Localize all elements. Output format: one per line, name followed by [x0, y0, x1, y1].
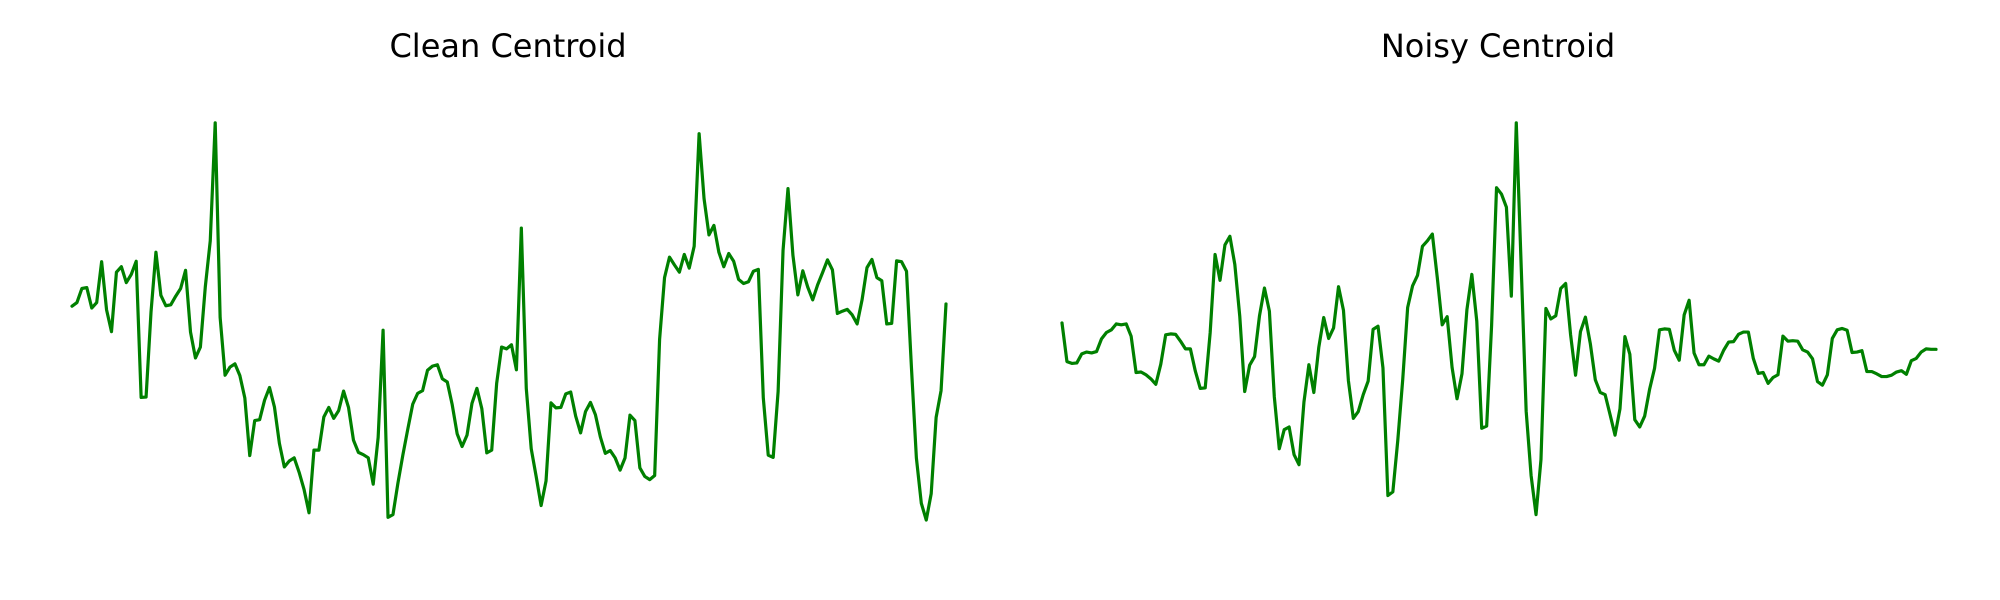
chart-title: Noisy Centroid [1381, 27, 1615, 65]
clean-centroid-panel: Clean Centroid [70, 27, 948, 522]
series-line [1060, 121, 1938, 517]
series-line [70, 121, 948, 522]
noisy-centroid-panel: Noisy Centroid [1060, 27, 1938, 517]
chart-title: Clean Centroid [389, 27, 626, 65]
